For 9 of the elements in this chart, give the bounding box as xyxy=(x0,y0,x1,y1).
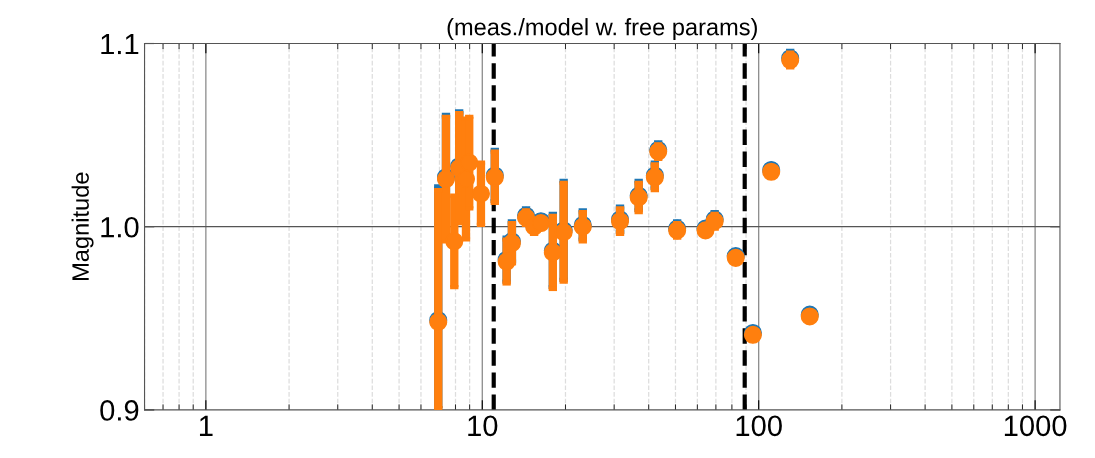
y-tick-label: 1.0 xyxy=(101,216,139,238)
x-tick-label: 10 xyxy=(468,415,498,437)
y-tick-label: 0.9 xyxy=(100,400,139,421)
x-tick-label: 1000 xyxy=(1004,415,1067,437)
y-axis-title: Magnitude xyxy=(71,172,94,280)
y-tick-label: 1.1 xyxy=(101,34,139,55)
chart-title: (meas./model w. free params) xyxy=(447,18,757,41)
x-tick-label: 1 xyxy=(199,415,213,436)
x-tick-label: 100 xyxy=(736,415,782,437)
